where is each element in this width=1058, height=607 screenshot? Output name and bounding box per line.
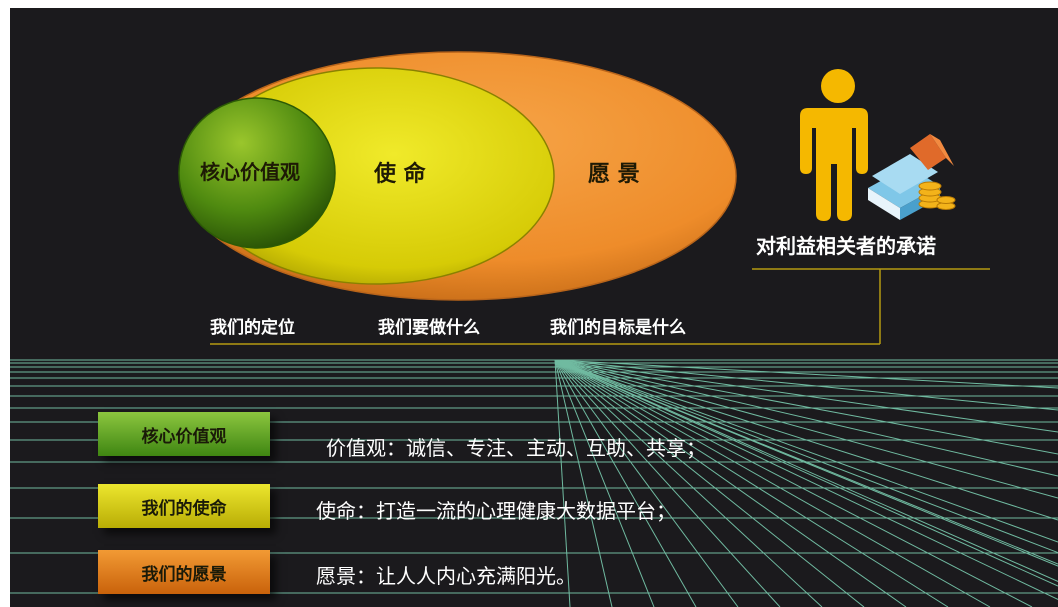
tag-vision: 我们的愿景 bbox=[98, 550, 270, 594]
question-vision: 我们的目标是什么 bbox=[550, 318, 686, 338]
tag-mission: 我们的使命 bbox=[98, 484, 270, 528]
grid-radial-line bbox=[554, 359, 571, 607]
grid-radial-line bbox=[554, 359, 1058, 433]
desc-core-values: 价值观：诚信、专注、主动、互助、共享； bbox=[326, 436, 706, 460]
question-mission: 我们要做什么 bbox=[378, 318, 480, 338]
grid-radial-line bbox=[554, 359, 655, 607]
diagram-canvas bbox=[10, 51, 1058, 607]
grid-radial-line bbox=[554, 359, 1058, 499]
grid-radial-line bbox=[554, 359, 697, 607]
grid-radial-line bbox=[554, 359, 991, 607]
question-core: 我们的定位 bbox=[210, 318, 295, 338]
core-circle-label: 核心价值观 bbox=[200, 160, 300, 184]
grid-radial-line bbox=[554, 359, 1058, 587]
grid-radial-line bbox=[554, 359, 1058, 477]
money-stack-icon bbox=[868, 134, 956, 220]
core-ellipse bbox=[178, 97, 336, 249]
grid-radial-line bbox=[554, 359, 1058, 565]
grid-radial-line bbox=[554, 359, 1058, 411]
grid-radial-line bbox=[554, 359, 865, 607]
tag-core-values: 核心价值观 bbox=[98, 412, 270, 456]
grid-radial-line bbox=[554, 359, 1058, 389]
grid-radial-line bbox=[554, 359, 613, 607]
mission-circle-label: 使 命 bbox=[374, 162, 426, 187]
grid-radial-line bbox=[554, 359, 1058, 554]
grid-radial-line bbox=[554, 359, 1058, 543]
grid-radial-line bbox=[554, 359, 1058, 583]
grid-radial-line bbox=[554, 359, 1058, 600]
grid-radial-line bbox=[554, 359, 1058, 455]
slide: 核心价值观 使 命 愿 景 对利益相关者的承诺 我们的定位 我们要做什么 我们的… bbox=[10, 8, 1058, 607]
grid-radial-line bbox=[554, 359, 1058, 521]
grid-radial-line bbox=[554, 359, 739, 607]
stakeholder-label: 对利益相关者的承诺 bbox=[756, 234, 936, 258]
grid-radial-line bbox=[554, 359, 1058, 567]
desc-mission: 使命：打造一流的心理健康大数据平台； bbox=[316, 499, 676, 523]
grid-radial-line bbox=[554, 359, 1033, 607]
grid-radial-line bbox=[554, 359, 949, 607]
grid-radial-line bbox=[554, 359, 781, 607]
grid-radial-line bbox=[554, 359, 823, 607]
vision-circle-label: 愿 景 bbox=[588, 162, 640, 187]
person-icon bbox=[800, 69, 868, 221]
grid-radial-line bbox=[554, 359, 907, 607]
desc-vision: 愿景：让人人内心充满阳光。 bbox=[316, 564, 576, 588]
